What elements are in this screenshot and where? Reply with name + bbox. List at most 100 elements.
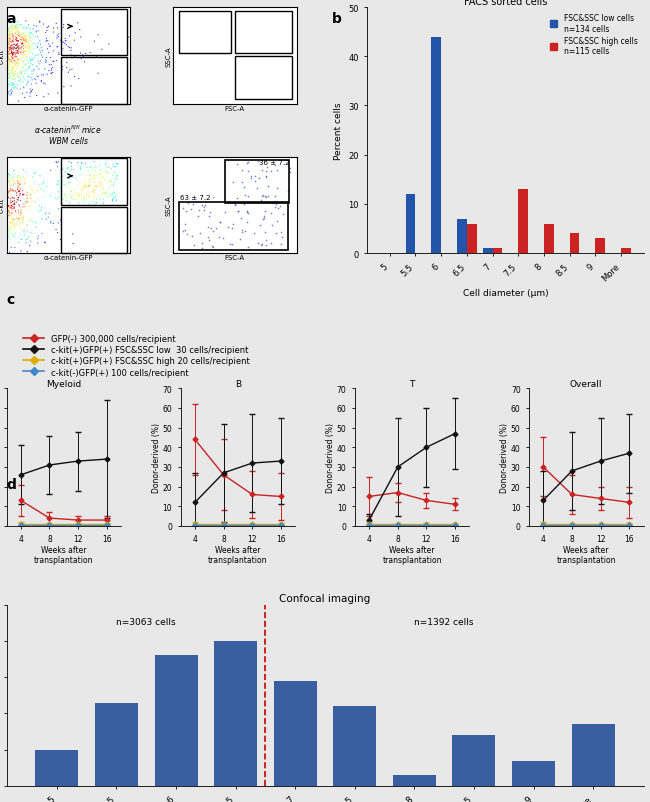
Point xyxy=(18,188,28,201)
Point xyxy=(20,68,30,81)
Point xyxy=(7,50,18,63)
Point xyxy=(3,231,14,244)
Point xyxy=(46,217,56,230)
Point xyxy=(242,241,253,254)
Point xyxy=(5,67,15,80)
Point xyxy=(12,38,23,51)
Point xyxy=(43,35,53,48)
Point xyxy=(3,199,13,212)
Point xyxy=(14,40,24,53)
Point xyxy=(69,190,79,203)
Point xyxy=(51,179,62,192)
Bar xyxy=(457,219,467,253)
Point xyxy=(101,164,111,177)
Point xyxy=(53,192,64,205)
Point xyxy=(37,213,47,225)
Point xyxy=(3,21,13,34)
Point xyxy=(46,68,57,81)
Point xyxy=(55,233,66,246)
Point xyxy=(2,60,12,73)
Point xyxy=(203,221,213,234)
Point xyxy=(96,172,107,185)
Point xyxy=(18,88,28,101)
Point xyxy=(261,191,271,204)
Point xyxy=(18,33,29,46)
Point xyxy=(55,214,66,227)
Y-axis label: SSC-A: SSC-A xyxy=(166,195,172,216)
Point xyxy=(13,205,23,218)
Point xyxy=(23,63,34,75)
Point xyxy=(12,83,22,95)
Point xyxy=(28,196,38,209)
Point xyxy=(19,22,29,34)
Point xyxy=(105,182,115,195)
Point xyxy=(69,164,79,177)
Point xyxy=(5,71,15,84)
Point xyxy=(5,41,16,54)
Point xyxy=(12,39,22,52)
Point xyxy=(6,23,16,36)
Point xyxy=(70,51,80,64)
Point xyxy=(27,54,38,67)
Point xyxy=(66,157,77,170)
Point xyxy=(7,30,18,43)
Point xyxy=(5,218,16,231)
Point xyxy=(89,156,99,169)
Point xyxy=(18,56,29,69)
Point xyxy=(27,172,38,184)
Point xyxy=(11,196,21,209)
Point xyxy=(62,163,73,176)
Point xyxy=(24,39,34,52)
Point xyxy=(21,22,32,34)
Point xyxy=(6,43,16,56)
Point xyxy=(8,52,18,65)
Point xyxy=(51,224,61,237)
Point xyxy=(18,23,28,36)
Point xyxy=(5,207,15,220)
Point xyxy=(3,49,14,62)
Point xyxy=(13,71,23,84)
Point xyxy=(235,233,246,246)
X-axis label: α-catenin-GFP: α-catenin-GFP xyxy=(44,255,93,261)
Point xyxy=(86,196,97,209)
Point xyxy=(5,22,16,35)
Point xyxy=(18,47,29,59)
Point xyxy=(1,61,12,74)
Point xyxy=(53,176,64,188)
Point xyxy=(259,211,269,224)
Point xyxy=(62,57,72,70)
Point xyxy=(10,74,20,87)
Point xyxy=(18,201,28,214)
Point xyxy=(6,228,17,241)
Point xyxy=(26,192,36,205)
Point xyxy=(12,23,23,36)
Point xyxy=(205,222,216,235)
Point xyxy=(10,25,21,38)
Point xyxy=(86,172,97,184)
Point xyxy=(214,217,225,229)
Point xyxy=(16,207,26,220)
Point xyxy=(96,181,106,194)
Point xyxy=(9,199,20,212)
Point xyxy=(10,81,21,94)
Point xyxy=(222,221,233,233)
Point xyxy=(25,189,36,202)
Point xyxy=(11,189,21,202)
Point xyxy=(18,213,28,226)
Point xyxy=(5,85,16,98)
Point xyxy=(96,165,107,178)
Point xyxy=(67,191,77,204)
Point xyxy=(36,184,46,196)
Point xyxy=(31,38,41,51)
Point xyxy=(20,41,31,54)
Point xyxy=(5,217,16,229)
Point xyxy=(41,213,51,226)
Point xyxy=(6,200,17,213)
Point xyxy=(9,201,20,214)
Title: Myeloid: Myeloid xyxy=(46,379,81,388)
Point xyxy=(27,216,38,229)
Point xyxy=(5,45,15,58)
Point xyxy=(89,196,99,209)
Point xyxy=(84,169,95,182)
Point xyxy=(25,43,36,56)
